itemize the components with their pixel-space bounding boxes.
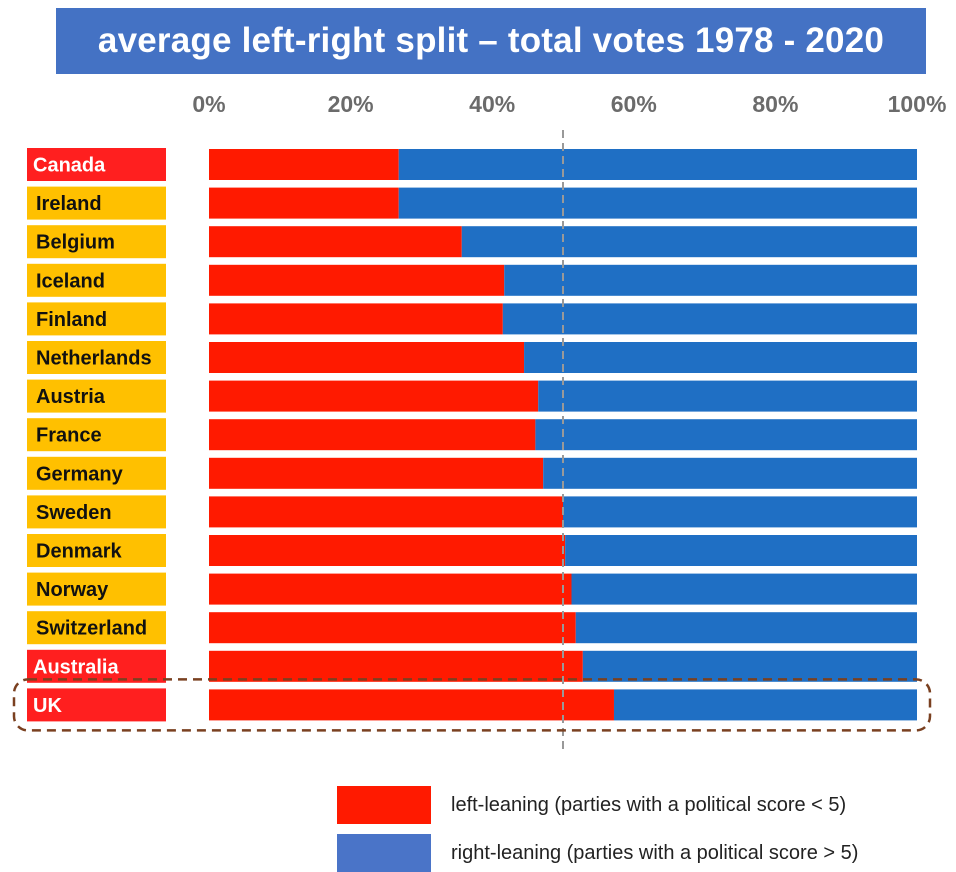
category-label: Finland	[36, 309, 107, 331]
category-label-box	[27, 148, 166, 181]
category-label-box	[27, 225, 166, 259]
category-label-box	[27, 418, 166, 452]
category-label-box	[27, 341, 166, 374]
category-label-box	[27, 302, 166, 336]
category-label: Denmark	[36, 541, 122, 563]
category-label-box	[27, 534, 166, 567]
bar-left-leaning	[209, 650, 583, 682]
category-label-box	[27, 572, 166, 606]
category-label: Belgium	[36, 232, 115, 254]
x-axis-ticks: 0% 20% 40% 60% 80% 100%	[192, 91, 946, 117]
category-label: Australia	[33, 656, 119, 678]
category-label-box	[27, 456, 166, 490]
category-label-box	[27, 649, 166, 683]
uk-highlight-box	[12, 678, 932, 732]
category-label: Ireland	[36, 193, 102, 215]
category-label: Germany	[36, 463, 124, 485]
chart-title: average left-right split – total votes 1…	[56, 8, 926, 74]
x-tick-label: 20%	[328, 91, 374, 117]
bar-left-leaning	[209, 303, 503, 335]
bar-right-leaning	[563, 496, 917, 528]
legend-swatch-right	[337, 834, 431, 872]
category-label: Canada	[33, 155, 106, 177]
bar-right-leaning	[538, 380, 917, 412]
legend-item-left: left-leaning (parties with a political s…	[337, 786, 846, 824]
legend-item-right: right-leaning (parties with a political …	[337, 834, 858, 872]
bars	[209, 149, 917, 721]
category-label: Sweden	[36, 502, 112, 524]
x-tick-label: 60%	[611, 91, 657, 117]
category-label: Switzerland	[36, 618, 147, 640]
category-label-box	[27, 263, 166, 297]
bar-left-leaning	[209, 496, 563, 528]
bar-right-leaning	[398, 149, 917, 180]
bar-left-leaning	[209, 689, 614, 721]
category-labels: Canada Ireland Belgium Iceland Finland Nether…	[27, 148, 166, 722]
bar-left-leaning	[209, 535, 566, 566]
legend-label-right: right-leaning (parties with a political …	[451, 841, 859, 864]
x-tick-label: 100%	[888, 91, 947, 117]
x-tick-label: 0%	[192, 91, 225, 117]
bar-right-leaning	[535, 419, 917, 451]
bar-left-leaning	[209, 149, 399, 180]
bar-right-leaning	[461, 226, 917, 258]
bar-left-leaning	[209, 187, 399, 219]
bar-right-leaning	[398, 187, 917, 219]
bar-right-leaning	[565, 535, 917, 566]
category-label: Netherlands	[36, 348, 152, 370]
bar-left-leaning	[209, 457, 544, 489]
bar-right-leaning	[613, 689, 917, 721]
bar-right-leaning	[582, 650, 917, 682]
bar-left-leaning	[209, 226, 462, 258]
bar-right-leaning	[575, 612, 917, 644]
category-label: Norway	[36, 579, 109, 601]
bar-left-leaning	[209, 612, 576, 644]
bar-right-leaning	[504, 264, 917, 296]
category-label-box	[27, 379, 166, 413]
bar-right-leaning	[571, 573, 917, 605]
legend-label-left: left-leaning (parties with a political s…	[451, 793, 847, 816]
category-label-box	[27, 495, 166, 529]
category-label-box	[27, 688, 166, 722]
bar-left-leaning	[209, 573, 572, 605]
x-tick-label: 80%	[752, 91, 798, 117]
bar-right-leaning	[502, 303, 917, 335]
category-label: Austria	[36, 386, 106, 408]
category-label-box	[27, 611, 166, 645]
x-tick-label: 40%	[469, 91, 515, 117]
category-label: Iceland	[36, 270, 105, 292]
bar-left-leaning	[209, 419, 536, 451]
category-label: France	[36, 425, 102, 447]
category-label-box	[27, 186, 166, 220]
bar-left-leaning	[209, 380, 539, 412]
bar-left-leaning	[209, 264, 505, 296]
bar-right-leaning	[524, 342, 917, 373]
bar-left-leaning	[209, 342, 525, 373]
bar-right-leaning	[543, 457, 917, 489]
category-label: UK	[33, 695, 62, 717]
legend-swatch-left	[337, 786, 431, 824]
